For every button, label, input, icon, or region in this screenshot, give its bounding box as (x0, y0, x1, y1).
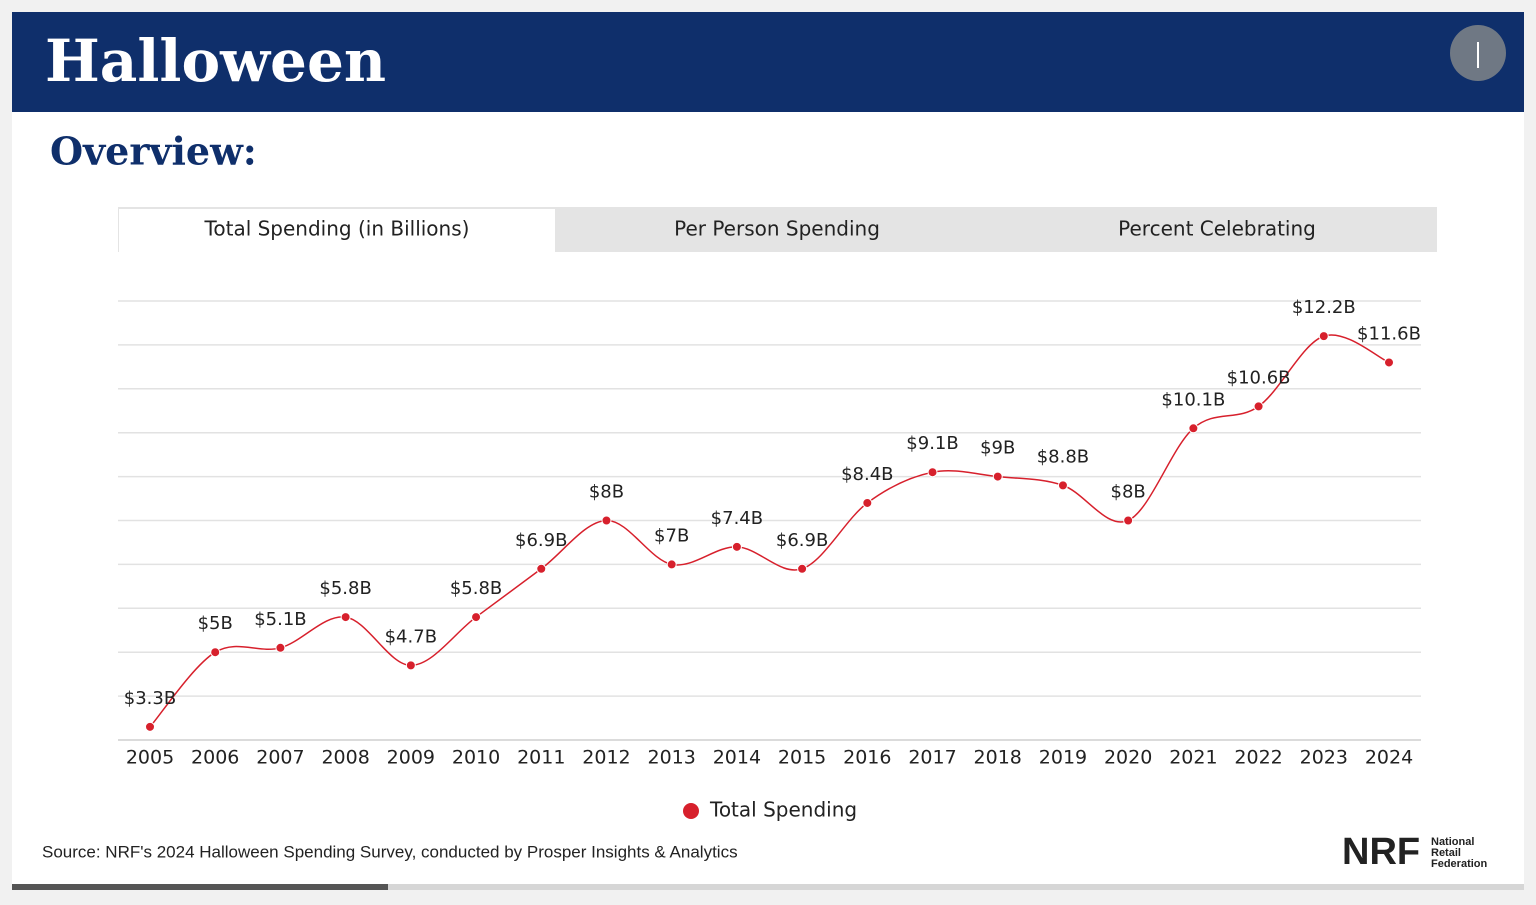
point (601, 515, 612, 526)
value-label: $5.8B (319, 578, 371, 599)
point (1188, 423, 1199, 434)
source: Source: NRF's 2024 Halloween Spending Su… (42, 842, 738, 861)
value-label: $12.2B (1292, 297, 1356, 318)
section-title: Overview: (50, 129, 257, 174)
value-label: $8B (589, 482, 624, 503)
point (1384, 357, 1394, 368)
x-tick-label: 2019 (1039, 747, 1087, 769)
legend-label: Total Spending (709, 798, 857, 822)
x-tick-label: 2013 (648, 747, 696, 769)
tab[interactable]: Percent Celebrating (1118, 217, 1316, 241)
point (1318, 331, 1329, 342)
x-tick-label: 2011 (517, 747, 565, 769)
x-tick-label: 2015 (778, 747, 826, 769)
value-label: $10.1B (1161, 389, 1225, 410)
value-label: $10.6B (1227, 367, 1291, 388)
value-label: $7B (654, 525, 689, 546)
point (536, 563, 547, 574)
point (731, 541, 742, 552)
value-label: $8.8B (1037, 446, 1089, 467)
x-tick-label: 2006 (191, 747, 239, 769)
x-tick-label: 2005 (126, 747, 174, 769)
progress-fill (12, 884, 388, 890)
tab[interactable]: Per Person Spending (674, 217, 880, 241)
value-label: $7.4B (711, 508, 763, 529)
progress-track (12, 884, 1524, 890)
value-label: $9.1B (906, 433, 958, 454)
x-tick-label: 2022 (1234, 747, 1282, 769)
value-label: $4.7B (385, 626, 437, 647)
legend-marker (683, 803, 699, 819)
point (666, 559, 677, 570)
tab-active[interactable] (119, 209, 555, 253)
x-tick-label: 2010 (452, 747, 500, 769)
value-label: $3.3B (124, 688, 176, 709)
point (405, 660, 416, 671)
point (992, 471, 1003, 482)
value-label: $8.4B (841, 464, 893, 485)
header-title: Halloween (45, 27, 386, 95)
line (149, 334, 1390, 728)
value-label: $5.1B (254, 609, 306, 630)
point (210, 647, 221, 658)
x-tick-label: 2017 (908, 747, 956, 769)
point (340, 612, 351, 623)
header-bar (12, 12, 1524, 112)
value-label: $5.8B (450, 578, 502, 599)
tab[interactable]: Total Spending (in Billions) (204, 217, 470, 241)
logo-mark: NRF (1342, 831, 1420, 873)
point (1057, 480, 1068, 491)
x-tick-label: 2012 (582, 747, 630, 769)
logo-text: Retail (1431, 847, 1461, 859)
point (927, 467, 938, 478)
value-label: $8B (1111, 482, 1146, 503)
x-tick-label: 2016 (843, 747, 891, 769)
x-tick-label: 2014 (713, 747, 761, 769)
value-label: $9B (980, 438, 1015, 459)
x-tick-label: 2008 (321, 747, 369, 769)
logo-text: Federation (1431, 858, 1488, 870)
point (145, 721, 155, 732)
x-tick-label: 2024 (1365, 747, 1413, 769)
point (862, 497, 873, 508)
x-tick-label: 2009 (387, 747, 435, 769)
point (797, 563, 808, 574)
point (471, 612, 482, 623)
value-label: $6.9B (776, 530, 828, 551)
logo-text: National (1431, 836, 1474, 848)
x-tick-label: 2020 (1104, 747, 1152, 769)
point (1253, 401, 1264, 412)
value-label: $5B (198, 613, 233, 634)
slide-bg (12, 12, 1524, 884)
x-tick-label: 2018 (974, 747, 1022, 769)
point (275, 642, 286, 653)
value-label: $11.6B (1357, 323, 1421, 344)
value-label: $6.9B (515, 530, 567, 551)
point (1123, 515, 1134, 526)
x-tick-label: 2023 (1300, 747, 1348, 769)
x-tick-label: 2021 (1169, 747, 1217, 769)
x-tick-label: 2007 (256, 747, 304, 769)
